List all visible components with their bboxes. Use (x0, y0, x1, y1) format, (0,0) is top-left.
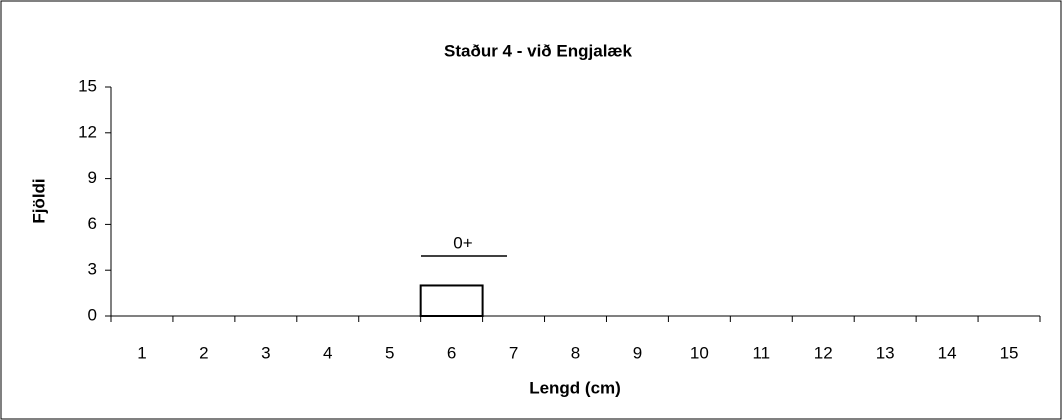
x-axis-label: Lengd (cm) (529, 378, 621, 397)
x-tick-label: 11 (752, 343, 770, 362)
x-tick-label: 3 (261, 343, 270, 362)
annotation: 0+ (453, 233, 472, 252)
chart-title: Staður 4 - við Engjalæk (444, 41, 633, 60)
x-tick-label: 14 (938, 343, 957, 362)
y-tick-label: 9 (88, 168, 97, 187)
x-tick-label: 10 (690, 343, 709, 362)
x-tick-label: 4 (323, 343, 332, 362)
bar (419, 284, 484, 318)
x-tick-label: 15 (1000, 343, 1019, 362)
x-tick-label: 7 (509, 343, 518, 362)
y-tick-label: 3 (88, 260, 97, 279)
x-tick-label: 5 (385, 343, 394, 362)
x-tick-label: 1 (137, 343, 146, 362)
y-tick-label: 0 (88, 305, 97, 324)
y-axis-label: Fjöldi (29, 178, 48, 223)
x-tick-label: 8 (571, 343, 580, 362)
y-tick-label: 15 (78, 76, 97, 95)
x-tick-label: 9 (633, 343, 642, 362)
x-tick-label: 6 (447, 343, 456, 362)
y-tick-label: 6 (88, 214, 97, 233)
x-tick-label: 12 (814, 343, 833, 362)
x-tick-label: 2 (199, 343, 208, 362)
y-tick-label: 12 (78, 122, 97, 141)
x-tick-label: 13 (876, 343, 895, 362)
